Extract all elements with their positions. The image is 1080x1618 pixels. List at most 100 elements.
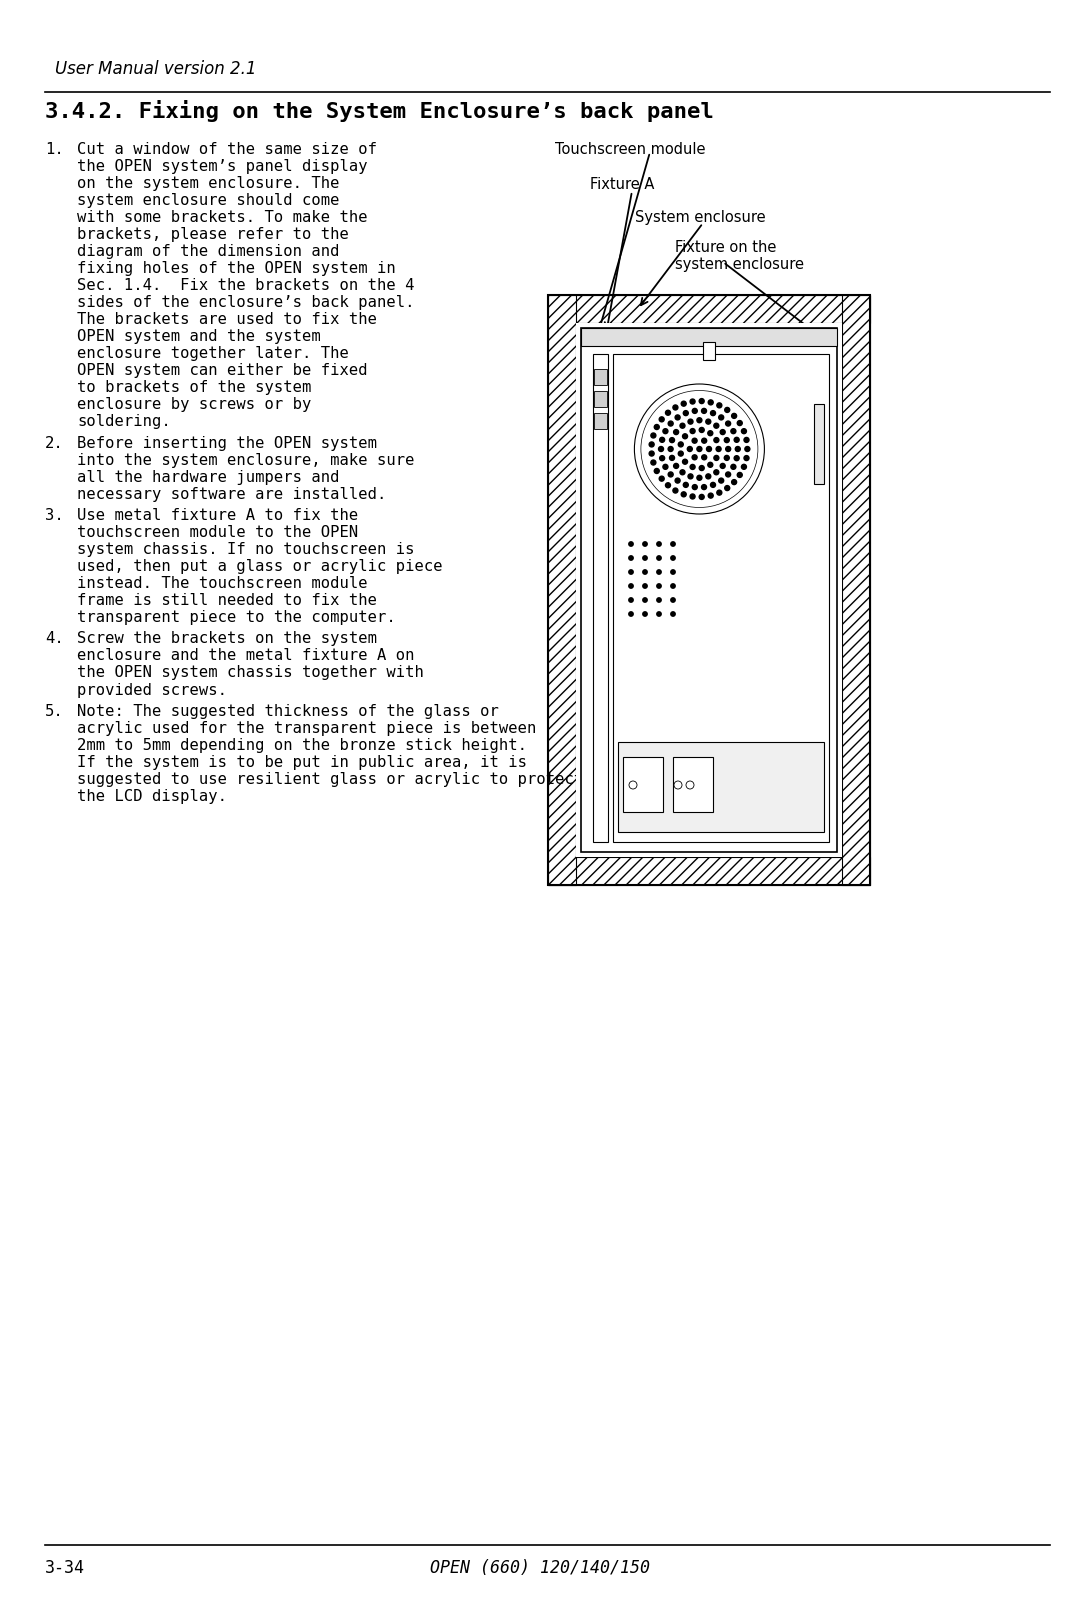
Circle shape: [707, 430, 713, 435]
Circle shape: [654, 424, 659, 429]
Circle shape: [659, 447, 663, 451]
Circle shape: [665, 482, 671, 487]
Circle shape: [629, 570, 633, 574]
Text: 2mm to 5mm depending on the bronze stick height.: 2mm to 5mm depending on the bronze stick…: [77, 738, 527, 752]
Text: 3.4.2. Fixing on the System Enclosure’s back panel: 3.4.2. Fixing on the System Enclosure’s …: [45, 100, 714, 121]
Text: the OPEN system’s panel display: the OPEN system’s panel display: [77, 159, 367, 175]
Circle shape: [675, 414, 680, 421]
Circle shape: [665, 411, 671, 416]
Circle shape: [714, 424, 719, 429]
Circle shape: [683, 460, 688, 464]
Circle shape: [663, 464, 667, 469]
Bar: [581, 328, 837, 346]
Bar: [842, 294, 870, 885]
Circle shape: [725, 408, 730, 413]
Circle shape: [680, 424, 685, 429]
Circle shape: [734, 437, 739, 442]
Circle shape: [717, 403, 721, 408]
Circle shape: [717, 490, 721, 495]
Text: User Manual version 2.1: User Manual version 2.1: [55, 60, 257, 78]
Circle shape: [660, 437, 664, 442]
Text: 4.: 4.: [45, 631, 64, 647]
Circle shape: [735, 447, 740, 451]
Circle shape: [731, 479, 737, 485]
Circle shape: [654, 469, 659, 474]
Circle shape: [643, 584, 647, 589]
Circle shape: [629, 597, 633, 602]
Circle shape: [716, 447, 721, 451]
Bar: [581, 328, 837, 853]
Bar: [703, 341, 715, 359]
Circle shape: [669, 421, 673, 426]
Circle shape: [725, 437, 729, 443]
Circle shape: [697, 417, 702, 422]
Circle shape: [714, 469, 719, 474]
Text: enclosure together later. The: enclosure together later. The: [77, 346, 349, 361]
Circle shape: [734, 456, 739, 461]
Bar: [613, 354, 829, 841]
Circle shape: [657, 612, 661, 616]
Circle shape: [686, 781, 694, 790]
Circle shape: [634, 383, 765, 515]
Circle shape: [699, 466, 704, 471]
Circle shape: [670, 455, 675, 461]
Text: soldering.: soldering.: [77, 414, 171, 429]
Text: Cut a window of the same size of: Cut a window of the same size of: [77, 142, 377, 157]
Circle shape: [629, 584, 633, 589]
Circle shape: [643, 570, 647, 574]
Text: provided screws.: provided screws.: [77, 683, 227, 697]
Bar: [814, 404, 824, 484]
Text: transparent piece to the computer.: transparent piece to the computer.: [77, 610, 395, 625]
Circle shape: [673, 489, 678, 493]
Circle shape: [726, 421, 731, 426]
Text: touchscreen module to the OPEN: touchscreen module to the OPEN: [77, 524, 359, 540]
Circle shape: [718, 414, 724, 421]
Circle shape: [702, 408, 706, 414]
Bar: [576, 324, 842, 858]
Text: system enclosure should come: system enclosure should come: [77, 193, 339, 209]
Circle shape: [678, 451, 684, 456]
Circle shape: [670, 437, 675, 443]
Circle shape: [684, 411, 688, 416]
Text: with some brackets. To make the: with some brackets. To make the: [77, 210, 367, 225]
Text: brackets, please refer to the: brackets, please refer to the: [77, 227, 349, 243]
Bar: [548, 294, 870, 324]
Circle shape: [720, 430, 725, 435]
Circle shape: [671, 584, 675, 589]
Text: System enclosure: System enclosure: [635, 210, 766, 225]
Text: The brackets are used to fix the: The brackets are used to fix the: [77, 312, 377, 327]
Circle shape: [649, 442, 654, 447]
Circle shape: [707, 463, 713, 468]
Text: Touchscreen module: Touchscreen module: [555, 142, 705, 157]
Text: acrylic used for the transparent piece is between: acrylic used for the transparent piece i…: [77, 720, 537, 736]
Circle shape: [671, 612, 675, 616]
Circle shape: [657, 557, 661, 560]
Text: system chassis. If no touchscreen is: system chassis. If no touchscreen is: [77, 542, 415, 557]
Circle shape: [681, 492, 686, 497]
Text: sides of the enclosure’s back panel.: sides of the enclosure’s back panel.: [77, 294, 415, 311]
Circle shape: [690, 400, 696, 404]
Circle shape: [745, 447, 750, 451]
Circle shape: [702, 485, 706, 490]
Circle shape: [688, 474, 693, 479]
Circle shape: [697, 476, 702, 481]
Circle shape: [738, 421, 742, 426]
Circle shape: [711, 482, 716, 487]
Bar: [548, 294, 870, 885]
Circle shape: [629, 542, 633, 547]
Text: to brackets of the system: to brackets of the system: [77, 380, 311, 395]
Circle shape: [706, 447, 712, 451]
Circle shape: [697, 447, 702, 451]
Text: If the system is to be put in public area, it is: If the system is to be put in public are…: [77, 756, 527, 770]
Circle shape: [731, 413, 737, 419]
Circle shape: [674, 463, 678, 469]
Circle shape: [683, 434, 688, 438]
Circle shape: [629, 781, 637, 790]
Circle shape: [714, 455, 719, 461]
Text: 3.: 3.: [45, 508, 64, 523]
Text: 2.: 2.: [45, 435, 64, 451]
Bar: [594, 392, 607, 408]
Text: frame is still needed to fix the: frame is still needed to fix the: [77, 594, 377, 608]
Text: Use metal fixture A to fix the: Use metal fixture A to fix the: [77, 508, 359, 523]
Circle shape: [671, 557, 675, 560]
